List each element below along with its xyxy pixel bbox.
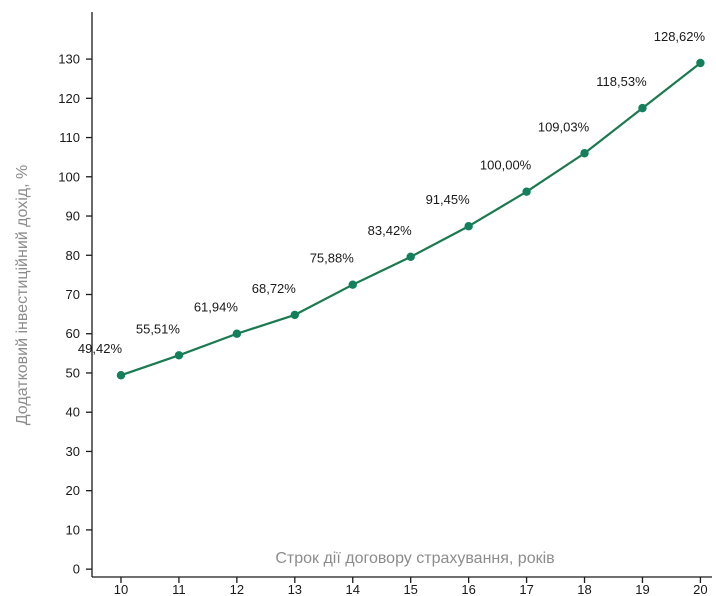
data-point (290, 310, 300, 320)
data-label: 68,72% (252, 281, 297, 296)
data-label: 91,45% (426, 192, 471, 207)
data-label: 75,88% (310, 251, 355, 266)
x-tick-label: 15 (403, 582, 417, 596)
x-tick-label: 12 (230, 582, 244, 596)
y-tick-label: 110 (59, 130, 80, 145)
data-point (580, 149, 589, 158)
x-tick-label: 18 (577, 582, 591, 596)
data-point (464, 222, 473, 231)
y-tick-label: 60 (66, 326, 80, 341)
data-label: 49,42% (78, 341, 123, 356)
y-tick-label: 80 (66, 248, 80, 263)
y-tick-label: 0 (73, 562, 80, 577)
data-label: 100,00% (480, 158, 532, 173)
y-tick-label: 90 (66, 209, 80, 224)
data-point (116, 371, 126, 380)
y-tick-label: 10 (66, 522, 80, 537)
data-label: 128,62% (654, 29, 706, 44)
data-point (174, 351, 184, 360)
data-point (406, 252, 415, 262)
data-label: 118,53% (596, 74, 647, 89)
x-tick-label: 13 (288, 582, 302, 596)
series-line (120, 62, 702, 377)
x-tick-label: 17 (519, 582, 533, 596)
data-point (348, 280, 357, 289)
y-tick-label: 130 (58, 52, 80, 67)
y-tick-label: 30 (66, 444, 80, 459)
data-label: 61,94% (194, 300, 239, 315)
axes (91, 12, 712, 578)
y-axis-title: Додатковий інвестиційний дохід, % (14, 165, 31, 425)
y-tick-label: 50 (66, 365, 80, 380)
x-tick-label: 10 (114, 582, 128, 596)
data-label: 55,51% (136, 321, 181, 336)
x-tick-label: 11 (172, 582, 186, 596)
ticks: 0 10 20 30 40 50 60 70 80 90 100 110 120 130 10 11 12 13 1… (58, 52, 707, 596)
y-tick-label: 100 (58, 169, 80, 184)
data-point (696, 58, 705, 68)
data-point (232, 329, 242, 338)
data-point (638, 103, 647, 113)
data-label: 83,42% (368, 223, 413, 238)
x-axis-title: Строк дії договору страхування, років (275, 550, 554, 567)
y-tick-label: 20 (66, 483, 80, 498)
y-tick-label: 120 (58, 91, 80, 106)
series-group (116, 58, 705, 380)
data-label: 109,03% (538, 119, 590, 134)
x-tick-label: 16 (461, 582, 475, 596)
data-labels: 49,42% 55,51% 61,94% 68,72% 75,88% 83,42% 91,4… (78, 29, 706, 356)
y-tick-label: 40 (66, 405, 80, 420)
data-point (522, 187, 531, 196)
x-tick-label: 14 (346, 582, 360, 596)
y-tick-label: 70 (66, 287, 80, 302)
x-tick-label: 19 (635, 582, 649, 596)
x-tick-label: 20 (693, 582, 707, 596)
